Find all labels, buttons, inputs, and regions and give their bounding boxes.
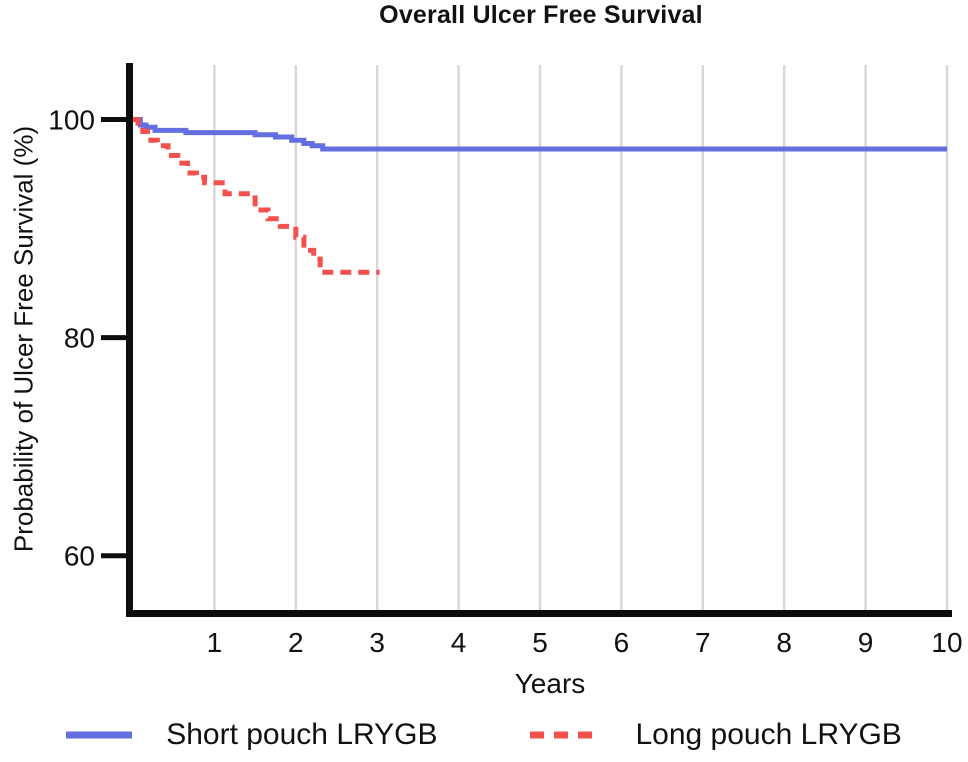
x-tick-label-1: 1 (207, 627, 223, 658)
x-tick-label-4: 4 (451, 627, 467, 658)
x-tick-label-8: 8 (776, 627, 792, 658)
series-line-short-pouch-lrygb (133, 117, 947, 152)
legend-item-long-pouch: Long pouch LRYGB (529, 718, 902, 752)
y-tick-label-80: 80 (64, 323, 95, 354)
y-tick-label-100: 100 (48, 105, 95, 136)
legend-label-short-pouch: Short pouch LRYGB (166, 718, 438, 751)
legend: Short pouch LRYGB Long pouch LRYGB (0, 718, 968, 752)
x-tick-label-10: 10 (931, 627, 962, 658)
plot-area: 100 80 60 1 2 3 4 5 6 7 8 9 10 (48, 63, 963, 658)
legend-swatch-solid-line-icon (66, 731, 133, 739)
chart-title: Overall Ulcer Free Survival (379, 1, 703, 29)
x-tick-label-5: 5 (532, 627, 548, 658)
x-tick-label-6: 6 (614, 627, 630, 658)
x-tick-label-9: 9 (858, 627, 874, 658)
series-line-long-pouch-lrygb (133, 117, 380, 275)
x-tick-label-3: 3 (369, 627, 385, 658)
x-tick-label-7: 7 (695, 627, 711, 658)
x-axis-title: Years (514, 668, 586, 699)
y-tick-label-60: 60 (64, 541, 95, 572)
legend-label-long-pouch: Long pouch LRYGB (635, 718, 902, 751)
legend-item-short-pouch: Short pouch LRYGB (66, 718, 437, 752)
x-tick-label-2: 2 (288, 627, 304, 658)
legend-swatch-dashed-line-icon (530, 731, 601, 739)
